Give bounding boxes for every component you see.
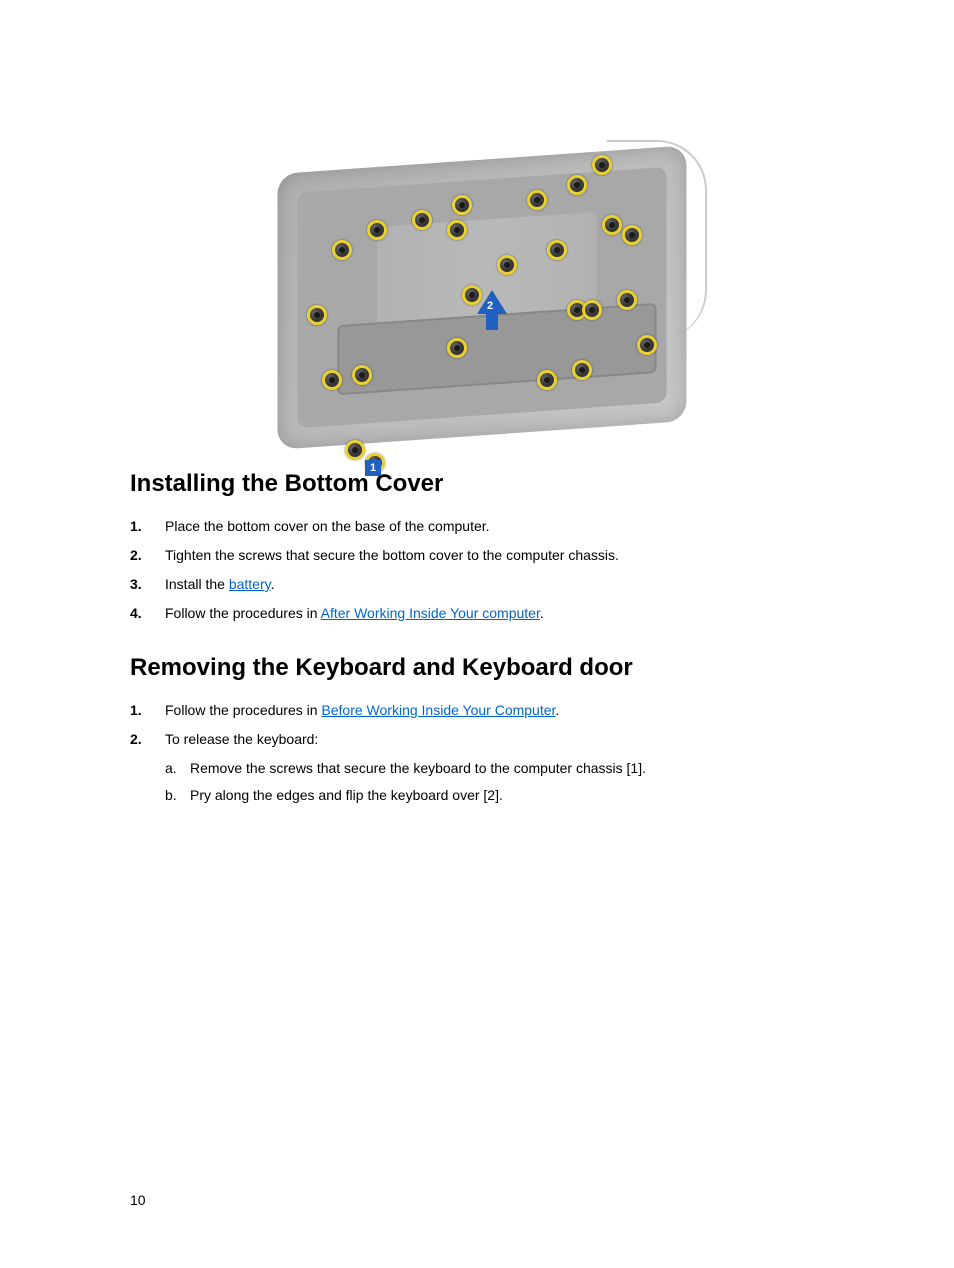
section1-steps: Place the bottom cover on the base of th… (130, 516, 824, 624)
screw-icon (332, 240, 352, 260)
step-prefix: Install the (165, 576, 229, 592)
screw-icon (412, 210, 432, 230)
screw-icon (352, 365, 372, 385)
device-diagram: 2 1 (237, 60, 717, 440)
step-text: To release the keyboard: (165, 731, 318, 747)
screw-icon (547, 240, 567, 260)
marker-label-1: 1 (365, 460, 381, 476)
section2-heading: Removing the Keyboard and Keyboard door (130, 654, 824, 682)
arrow-label-2: 2 (487, 300, 493, 312)
step-prefix: Follow the procedures in (165, 605, 321, 621)
device-cable (607, 140, 707, 340)
section2-steps: Follow the procedures in Before Working … (130, 700, 824, 806)
screw-icon (447, 220, 467, 240)
substep-item: Pry along the edges and flip the keyboar… (165, 785, 824, 806)
arrow-marker-2: 2 (477, 290, 507, 330)
step-suffix: . (540, 605, 544, 621)
step-item: Install the battery. (130, 574, 824, 595)
step-text: Tighten the screws that secure the botto… (165, 547, 619, 563)
screw-icon (527, 190, 547, 210)
screw-icon (617, 290, 637, 310)
section1-heading: Installing the Bottom Cover (130, 470, 824, 498)
step-item: Place the bottom cover on the base of th… (130, 516, 824, 537)
screw-icon (497, 255, 517, 275)
step-text: Place the bottom cover on the base of th… (165, 518, 490, 534)
battery-link[interactable]: battery (229, 576, 271, 592)
screw-icon (447, 338, 467, 358)
screw-icon (452, 195, 472, 215)
screw-icon (572, 360, 592, 380)
page-number: 10 (130, 1192, 146, 1208)
screw-icon (622, 225, 642, 245)
screw-icon (307, 305, 327, 325)
screw-icon (345, 440, 365, 460)
screw-icon (602, 215, 622, 235)
step-prefix: Follow the procedures in (165, 702, 321, 718)
step-item: Follow the procedures in Before Working … (130, 700, 824, 721)
step-suffix: . (555, 702, 559, 718)
substep-item: Remove the screws that secure the keyboa… (165, 758, 824, 779)
screw-icon (567, 175, 587, 195)
screw-icon (322, 370, 342, 390)
substeps: Remove the screws that secure the keyboa… (165, 758, 824, 806)
screw-icon (592, 155, 612, 175)
screw-icon (582, 300, 602, 320)
step-item: To release the keyboard: Remove the scre… (130, 729, 824, 806)
step-suffix: . (271, 576, 275, 592)
after-working-link[interactable]: After Working Inside Your computer (321, 605, 540, 621)
before-working-link[interactable]: Before Working Inside Your Computer (321, 702, 555, 718)
step-item: Follow the procedures in After Working I… (130, 603, 824, 624)
screw-icon (637, 335, 657, 355)
screw-icon (537, 370, 557, 390)
screw-icon (367, 220, 387, 240)
step-item: Tighten the screws that secure the botto… (130, 545, 824, 566)
